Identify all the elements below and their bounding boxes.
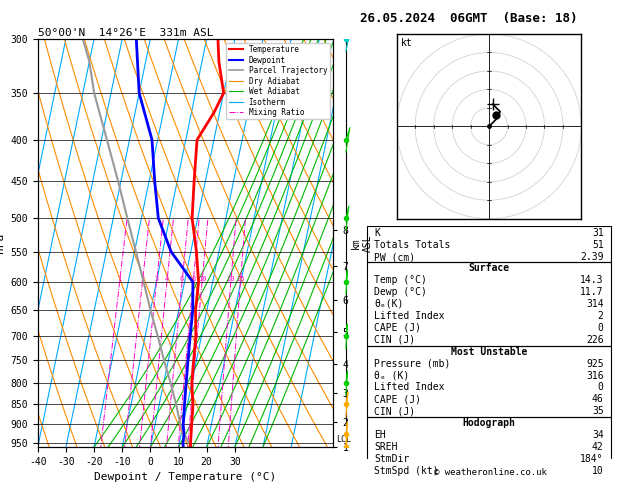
Text: 3: 3	[154, 276, 159, 282]
Text: EH: EH	[374, 430, 386, 440]
Text: 6: 6	[180, 276, 184, 282]
Legend: Temperature, Dewpoint, Parcel Trajectory, Dry Adiabat, Wet Adiabat, Isotherm, Mi: Temperature, Dewpoint, Parcel Trajectory…	[226, 43, 330, 120]
Text: 31: 31	[592, 228, 604, 238]
Text: 314: 314	[586, 299, 604, 309]
Text: θₑ (K): θₑ (K)	[374, 370, 409, 381]
Text: 46: 46	[592, 395, 604, 404]
Text: 184°: 184°	[580, 454, 604, 464]
Text: 42: 42	[592, 442, 604, 452]
Text: StmSpd (kt): StmSpd (kt)	[374, 466, 439, 476]
Text: 26.05.2024  06GMT  (Base: 18): 26.05.2024 06GMT (Base: 18)	[360, 12, 577, 25]
Text: Dewp (°C): Dewp (°C)	[374, 287, 427, 297]
Text: K: K	[374, 228, 381, 238]
Text: CIN (J): CIN (J)	[374, 335, 416, 345]
Text: 8: 8	[191, 276, 195, 282]
Bar	[367, 226, 611, 262]
Text: 35: 35	[592, 406, 604, 417]
Text: Surface: Surface	[469, 263, 509, 273]
Text: CAPE (J): CAPE (J)	[374, 395, 421, 404]
Text: 10: 10	[592, 466, 604, 476]
Text: 14.3: 14.3	[580, 275, 604, 285]
Y-axis label: km
ASL: km ASL	[351, 234, 372, 252]
Text: 20: 20	[226, 276, 235, 282]
Text: 2.39: 2.39	[580, 252, 604, 262]
Text: 226: 226	[586, 335, 604, 345]
Text: 2: 2	[598, 311, 604, 321]
Text: 1: 1	[118, 276, 121, 282]
Text: Totals Totals: Totals Totals	[374, 240, 451, 250]
Text: StmDir: StmDir	[374, 454, 409, 464]
Bar	[367, 262, 611, 346]
Text: 316: 316	[586, 370, 604, 381]
Text: CIN (J): CIN (J)	[374, 406, 416, 417]
X-axis label: Dewpoint / Temperature (°C): Dewpoint / Temperature (°C)	[94, 472, 277, 483]
Text: LCL: LCL	[337, 435, 352, 444]
Text: θₑ(K): θₑ(K)	[374, 299, 404, 309]
Text: 4: 4	[165, 276, 169, 282]
Text: Hodograph: Hodograph	[462, 418, 516, 428]
Text: Most Unstable: Most Unstable	[451, 347, 527, 357]
Text: 51: 51	[592, 240, 604, 250]
Text: CAPE (J): CAPE (J)	[374, 323, 421, 333]
Y-axis label: hPa: hPa	[0, 233, 5, 253]
Text: 0: 0	[598, 382, 604, 393]
Bar	[367, 346, 611, 417]
Text: SREH: SREH	[374, 442, 398, 452]
Bar	[367, 417, 611, 477]
Text: 0: 0	[598, 323, 604, 333]
Text: Lifted Index: Lifted Index	[374, 311, 445, 321]
Text: 925: 925	[586, 359, 604, 368]
Text: Lifted Index: Lifted Index	[374, 382, 445, 393]
Text: 2: 2	[140, 276, 145, 282]
Text: 11.7: 11.7	[580, 287, 604, 297]
Text: 50°00'N  14°26'E  331m ASL: 50°00'N 14°26'E 331m ASL	[38, 28, 213, 38]
Text: kt: kt	[401, 38, 412, 48]
Text: 25: 25	[237, 276, 245, 282]
Text: Temp (°C): Temp (°C)	[374, 275, 427, 285]
Text: © weatheronline.co.uk: © weatheronline.co.uk	[434, 468, 547, 477]
Text: Pressure (mb): Pressure (mb)	[374, 359, 451, 368]
Text: 34: 34	[592, 430, 604, 440]
Text: 10: 10	[198, 276, 206, 282]
Text: PW (cm): PW (cm)	[374, 252, 416, 262]
